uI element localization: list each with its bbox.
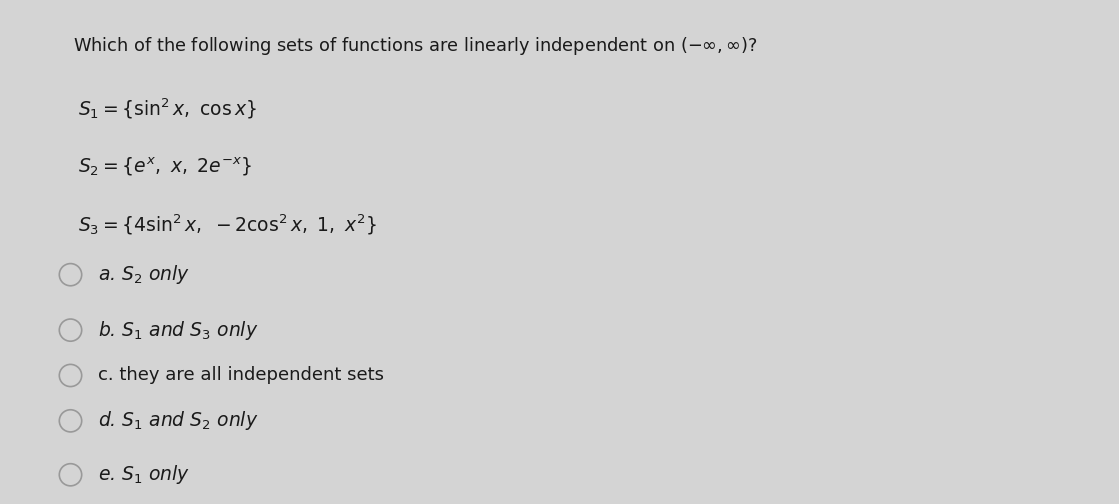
Text: $S_3 = \{4\sin^2 x,\ -2\cos^2 x,\ 1,\ x^2\}$: $S_3 = \{4\sin^2 x,\ -2\cos^2 x,\ 1,\ x^… bbox=[78, 212, 377, 236]
Text: Which of the following sets of functions are linearly independent on $(-\infty,\: Which of the following sets of functions… bbox=[73, 35, 758, 57]
Text: d. $S_1$ and $S_2$ only: d. $S_1$ and $S_2$ only bbox=[98, 409, 258, 432]
Text: c. they are all independent sets: c. they are all independent sets bbox=[98, 366, 385, 385]
Text: a. $S_2$ only: a. $S_2$ only bbox=[98, 263, 190, 286]
Text: $S_2 = \{e^x,\ x,\ 2e^{-x}\}$: $S_2 = \{e^x,\ x,\ 2e^{-x}\}$ bbox=[78, 155, 253, 177]
Text: b. $S_1$ and $S_3$ only: b. $S_1$ and $S_3$ only bbox=[98, 319, 258, 342]
Text: e. $S_1$ only: e. $S_1$ only bbox=[98, 463, 190, 486]
Text: $S_1 = \{\sin^2 x,\ \cos x\}$: $S_1 = \{\sin^2 x,\ \cos x\}$ bbox=[78, 96, 257, 120]
